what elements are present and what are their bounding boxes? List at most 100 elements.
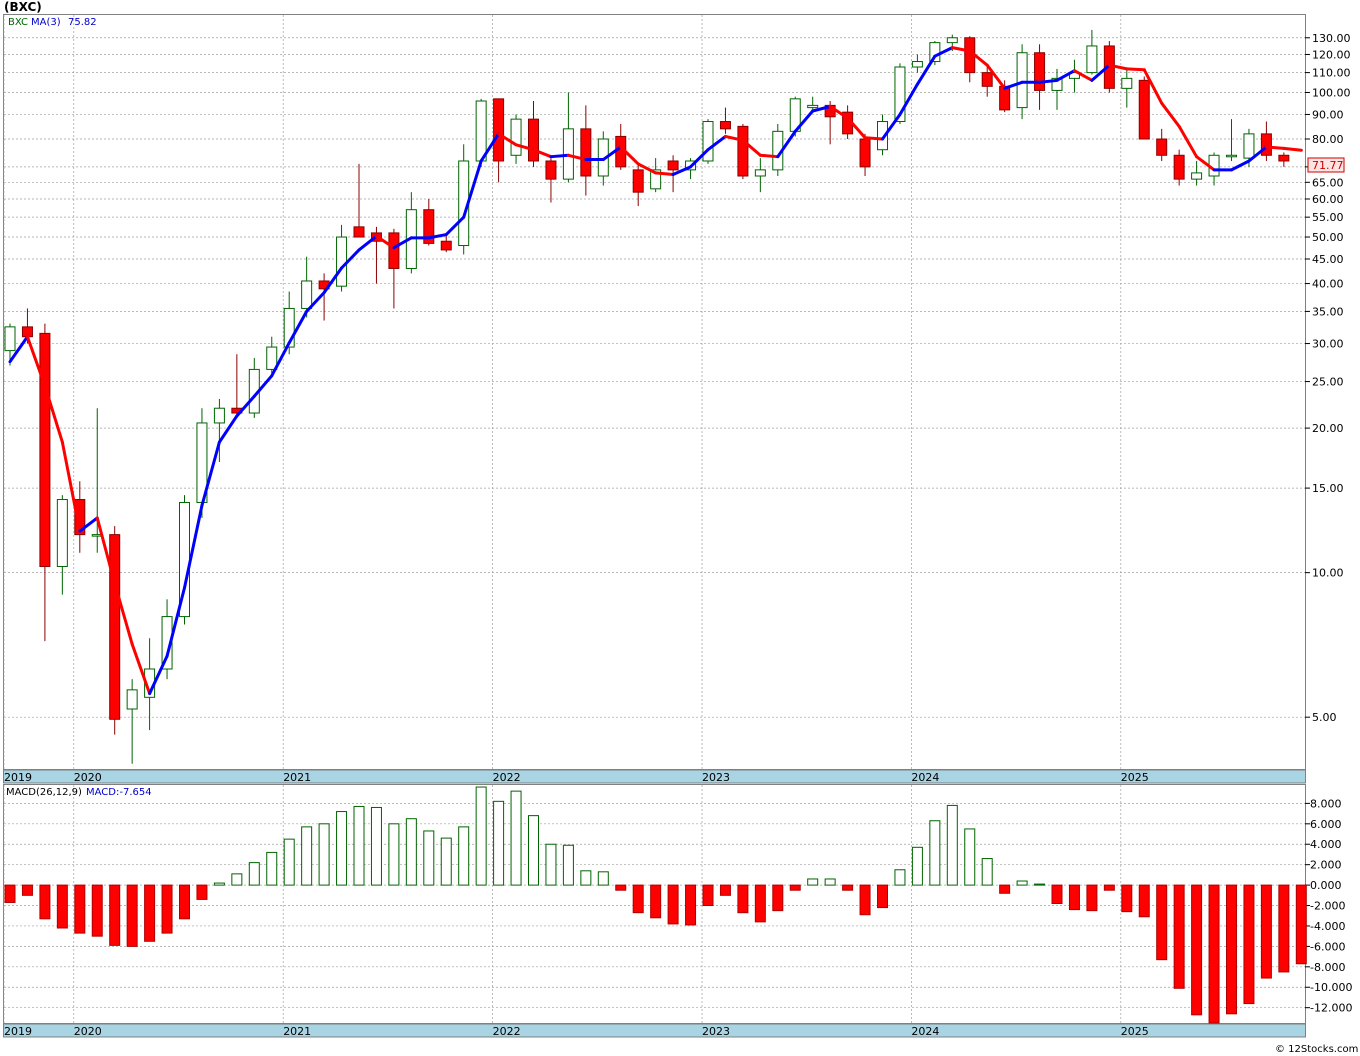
macd-bar xyxy=(440,837,452,886)
macd-bar xyxy=(1295,884,1307,965)
ma-segment xyxy=(723,134,745,142)
last-price-tag xyxy=(1307,157,1345,173)
macd-bar xyxy=(248,862,260,886)
price-tick-label: 120.00 xyxy=(1312,48,1351,61)
macd-bar xyxy=(1086,884,1098,912)
candle xyxy=(702,119,714,164)
ma-segment xyxy=(392,236,413,250)
price-tick-label: 100.00 xyxy=(1312,86,1351,99)
macd-bar xyxy=(458,826,470,886)
macd-bar xyxy=(562,844,574,886)
macd-bar xyxy=(493,800,505,886)
candle xyxy=(632,163,644,207)
macd-bar xyxy=(179,884,190,920)
macd-y-axis: 8.000 6.000 4.000 2.000 0.000 -2.000 -4.000 -6.… xyxy=(1305,797,1352,1015)
macd-bar xyxy=(336,811,348,886)
ma-segment xyxy=(340,248,361,270)
macd-x-label: 2019 xyxy=(4,1025,32,1038)
ma-segment xyxy=(444,215,466,237)
candle xyxy=(1156,128,1168,161)
ma-segment xyxy=(1107,63,1129,71)
price-tick-label: 130.00 xyxy=(1312,32,1351,45)
ma-segment xyxy=(741,138,762,157)
macd-bar xyxy=(1138,884,1150,918)
candle xyxy=(754,158,766,193)
candle xyxy=(1138,76,1150,140)
ma-segment xyxy=(1055,69,1076,82)
ma-segment xyxy=(1125,67,1146,72)
price-legend-ma-label: MA(3) xyxy=(31,17,61,28)
ma-segment xyxy=(95,516,117,585)
macd-x-axis-band xyxy=(3,1023,1306,1038)
macd-bar xyxy=(877,884,888,909)
ma-segment xyxy=(322,266,344,295)
price-tick-label: 5.00 xyxy=(1312,711,1337,724)
price-x-label: 2022 xyxy=(493,771,521,784)
ma-segment xyxy=(636,162,658,175)
candle xyxy=(1034,44,1046,110)
candle xyxy=(650,158,662,193)
macd-bar xyxy=(4,884,16,903)
macd-bar xyxy=(789,884,801,891)
candle xyxy=(580,105,592,196)
ma-segment xyxy=(1142,68,1164,105)
macd-bar xyxy=(1208,884,1220,1024)
price-tick-label: 20.00 xyxy=(1312,422,1344,435)
macd-bar xyxy=(475,786,487,886)
macd-bar xyxy=(650,884,662,919)
price-tick-label: 10.00 xyxy=(1312,567,1344,580)
macd-tick-label: -8.000 xyxy=(1310,961,1345,974)
macd-bar xyxy=(929,820,941,886)
ma-segment xyxy=(25,335,47,388)
ma-segment xyxy=(915,54,937,86)
macd-bar xyxy=(1156,884,1168,961)
ma-segment xyxy=(252,374,274,398)
macd-bar xyxy=(196,884,208,900)
ma-segment xyxy=(706,134,727,152)
ma-segment xyxy=(654,171,675,176)
macd-bar xyxy=(1191,884,1203,1016)
ma-segment xyxy=(828,104,850,120)
ma-segment xyxy=(811,104,832,113)
price-tick-label: 50.00 xyxy=(1312,231,1344,244)
macd-tick-label: -4.000 xyxy=(1310,920,1345,933)
candle xyxy=(528,100,539,167)
candle xyxy=(4,323,16,366)
macd-bar xyxy=(56,884,68,929)
price-y-axis: 130.00120.00110.00100.0090.0080.0070.006… xyxy=(1305,32,1351,724)
macd-bar xyxy=(161,884,173,934)
candle xyxy=(493,98,505,183)
symbol-title: (BXC) xyxy=(4,0,42,14)
macd-bar xyxy=(126,884,138,947)
ma-segment xyxy=(1230,159,1251,172)
macd-bar xyxy=(1051,884,1063,904)
ma-segment xyxy=(479,132,501,163)
macd-bar xyxy=(545,843,557,886)
candle xyxy=(1173,149,1185,186)
macd-x-axis: 2019 2020 2021 2022 2023 2024 2025 xyxy=(4,1025,1149,1038)
ma-segment xyxy=(183,503,204,590)
candle xyxy=(74,481,86,553)
price-tick-label: 35.00 xyxy=(1312,305,1344,318)
candle xyxy=(981,66,993,97)
price-x-label: 2023 xyxy=(702,771,730,784)
candle xyxy=(807,96,819,110)
ma-segment xyxy=(200,440,221,507)
macd-bar xyxy=(1103,884,1115,891)
price-legend-ma-value: 75.82 xyxy=(68,17,97,28)
price-tick-label: 55.00 xyxy=(1312,211,1344,224)
macd-bar xyxy=(1226,884,1237,1015)
macd-bar xyxy=(266,851,278,886)
macd-bar xyxy=(21,884,33,896)
ma-segment xyxy=(1177,124,1199,159)
macd-bar xyxy=(370,806,382,886)
ma-segment xyxy=(1282,146,1303,152)
price-tick-label: 30.00 xyxy=(1312,338,1344,351)
ma-segment xyxy=(113,581,134,646)
macd-bar xyxy=(719,884,731,896)
macd-bar xyxy=(39,884,51,920)
ma-segment xyxy=(846,116,867,140)
moving-average-line xyxy=(8,46,1303,696)
macd-x-label: 2024 xyxy=(911,1025,939,1038)
ma-segment xyxy=(566,153,588,162)
